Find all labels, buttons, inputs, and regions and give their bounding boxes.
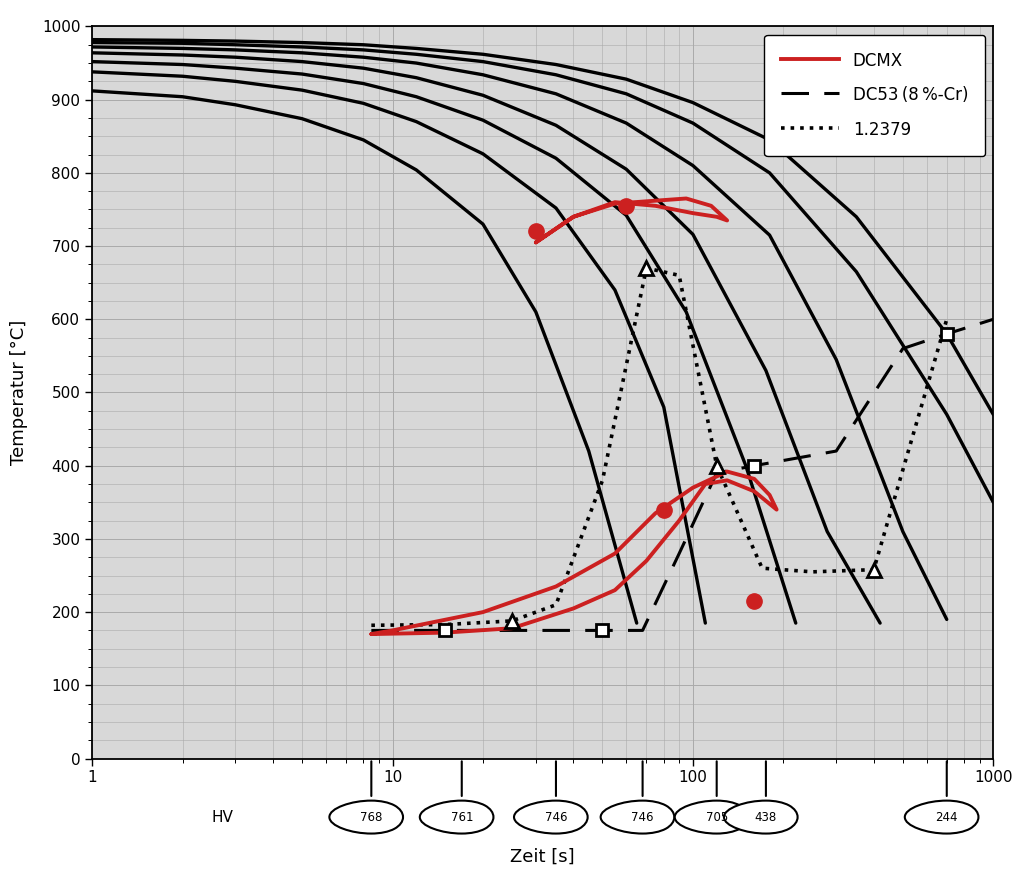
Text: 438: 438 — [755, 811, 777, 824]
Text: 244: 244 — [936, 811, 958, 824]
Text: 768: 768 — [360, 811, 383, 824]
Text: 746: 746 — [632, 811, 654, 824]
Ellipse shape — [330, 801, 403, 833]
Ellipse shape — [514, 801, 588, 833]
X-axis label: Zeit [s]: Zeit [s] — [510, 848, 575, 866]
Legend: DCMX, DC53 (8 %-Cr), 1.2379: DCMX, DC53 (8 %-Cr), 1.2379 — [765, 34, 985, 156]
Ellipse shape — [675, 801, 749, 833]
Text: 705: 705 — [706, 811, 728, 824]
Ellipse shape — [420, 801, 494, 833]
Ellipse shape — [601, 801, 674, 833]
Ellipse shape — [724, 801, 798, 833]
Y-axis label: Temperatur [°C]: Temperatur [°C] — [10, 320, 28, 465]
Text: HV: HV — [212, 810, 233, 825]
Ellipse shape — [905, 801, 979, 833]
Text: 761: 761 — [451, 811, 473, 824]
Text: 746: 746 — [545, 811, 567, 824]
